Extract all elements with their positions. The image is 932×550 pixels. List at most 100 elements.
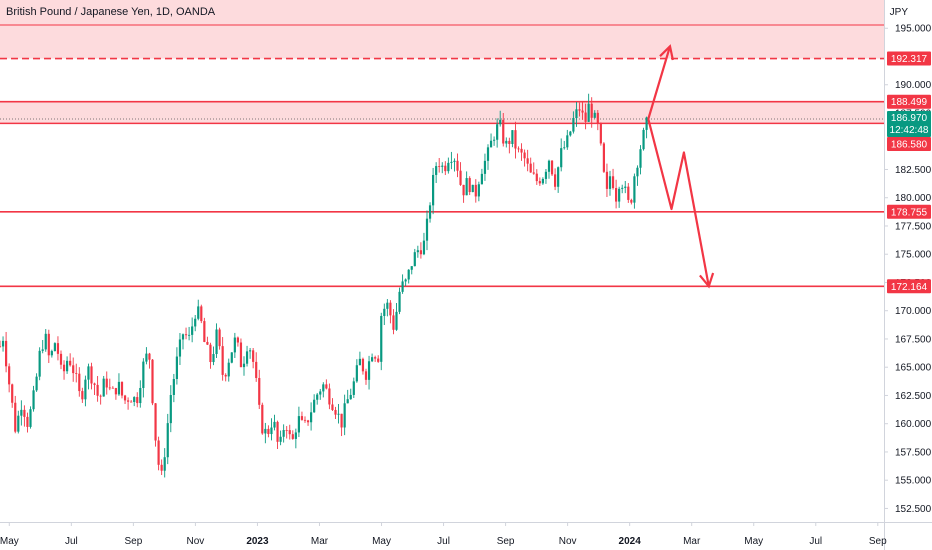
x-tick-label: Jul: [65, 536, 78, 547]
candle-body: [297, 416, 300, 433]
candle-body: [130, 401, 133, 403]
candle-body: [184, 334, 188, 336]
candle-body: [17, 415, 20, 432]
candle-body: [505, 140, 508, 144]
candle-body: [496, 124, 499, 140]
candle-body: [325, 384, 328, 389]
candle-body: [14, 402, 17, 432]
candle-body: [383, 308, 386, 316]
candle-body: [194, 318, 197, 327]
candle-body: [288, 430, 291, 435]
candle-body: [371, 357, 374, 362]
candle-body: [575, 109, 578, 119]
candle-body: [133, 397, 136, 403]
candle-body: [468, 178, 471, 193]
candle-body: [483, 160, 487, 174]
candle-body: [441, 165, 444, 167]
candle-body: [264, 428, 267, 434]
candle-body: [117, 381, 121, 395]
candle-body: [215, 329, 218, 355]
candle-body: [407, 269, 410, 280]
candle-body: [605, 171, 609, 189]
candle-body: [621, 187, 624, 189]
candle-body: [32, 390, 35, 410]
candle-body: [563, 147, 566, 149]
candle-body: [593, 112, 596, 118]
candle-body: [123, 395, 127, 401]
candle-body: [166, 423, 169, 458]
candle-body: [175, 356, 178, 380]
candle-body: [139, 387, 142, 404]
x-tick-label: 2023: [246, 536, 269, 547]
candle-body: [520, 148, 523, 153]
candle-body: [78, 373, 81, 392]
candle-body: [66, 360, 69, 372]
candle-body: [544, 171, 548, 179]
candle-body: [151, 359, 154, 404]
candle-body: [316, 394, 319, 400]
candle-body: [44, 333, 47, 350]
y-tick-label: 170.000: [895, 306, 932, 317]
candle-body: [273, 421, 276, 428]
candle-body: [541, 178, 544, 184]
candle-body: [364, 371, 368, 380]
candle-body: [233, 337, 236, 353]
candle-body: [87, 366, 90, 380]
candle-body: [114, 388, 117, 395]
y-tick-label: 182.500: [895, 165, 932, 176]
candle-body: [471, 184, 474, 193]
x-tick-label: Sep: [869, 536, 887, 547]
candle-body: [642, 129, 645, 150]
candle-body: [502, 119, 505, 144]
candle-body: [209, 344, 212, 363]
candle-body: [486, 147, 490, 161]
candle-body: [93, 383, 96, 385]
x-tick-label: 2024: [619, 536, 642, 547]
candle-body: [459, 170, 462, 185]
candle-body: [221, 346, 224, 375]
candle-body: [386, 302, 389, 309]
candle-body: [450, 161, 453, 163]
candle-body: [334, 409, 337, 415]
candle-body: [340, 413, 343, 428]
candle-body: [587, 103, 590, 122]
candle-body: [255, 361, 258, 378]
symbol-title[interactable]: British Pound / Japanese Yen, 1D, OANDA: [6, 6, 216, 18]
candle-body: [532, 172, 535, 174]
currency-label: JPY: [889, 7, 908, 18]
candle-body: [550, 160, 554, 175]
candle-body: [29, 409, 32, 427]
candle-body: [178, 339, 182, 357]
candle-body: [554, 174, 557, 187]
candle-body: [410, 266, 413, 270]
candle-body: [136, 397, 139, 404]
candle-body: [416, 250, 419, 253]
candle-body: [352, 381, 355, 395]
candle-body: [572, 118, 575, 132]
candle-body: [465, 178, 468, 196]
candle-body: [108, 387, 111, 389]
candle-body: [508, 140, 511, 144]
candle-body: [630, 199, 633, 203]
candle-body: [425, 218, 429, 241]
candle-body: [26, 416, 29, 427]
candle-body: [462, 184, 465, 196]
candle-body: [188, 334, 191, 336]
candle-body: [261, 404, 264, 434]
candle-body: [639, 149, 642, 168]
candle-body: [395, 311, 398, 330]
y-tick-label: 165.000: [895, 363, 932, 374]
candle-body: [258, 377, 261, 405]
candle-body: [322, 384, 325, 392]
x-tick-label: May: [744, 536, 763, 547]
candle-body: [523, 152, 526, 159]
candle-body: [157, 440, 160, 465]
candle-body: [81, 391, 84, 400]
candle-body: [645, 117, 648, 130]
candle-body: [432, 174, 435, 206]
y-tick-label: 180.000: [895, 193, 932, 204]
candle-body: [282, 430, 285, 437]
x-tick-label: Jul: [809, 536, 822, 547]
